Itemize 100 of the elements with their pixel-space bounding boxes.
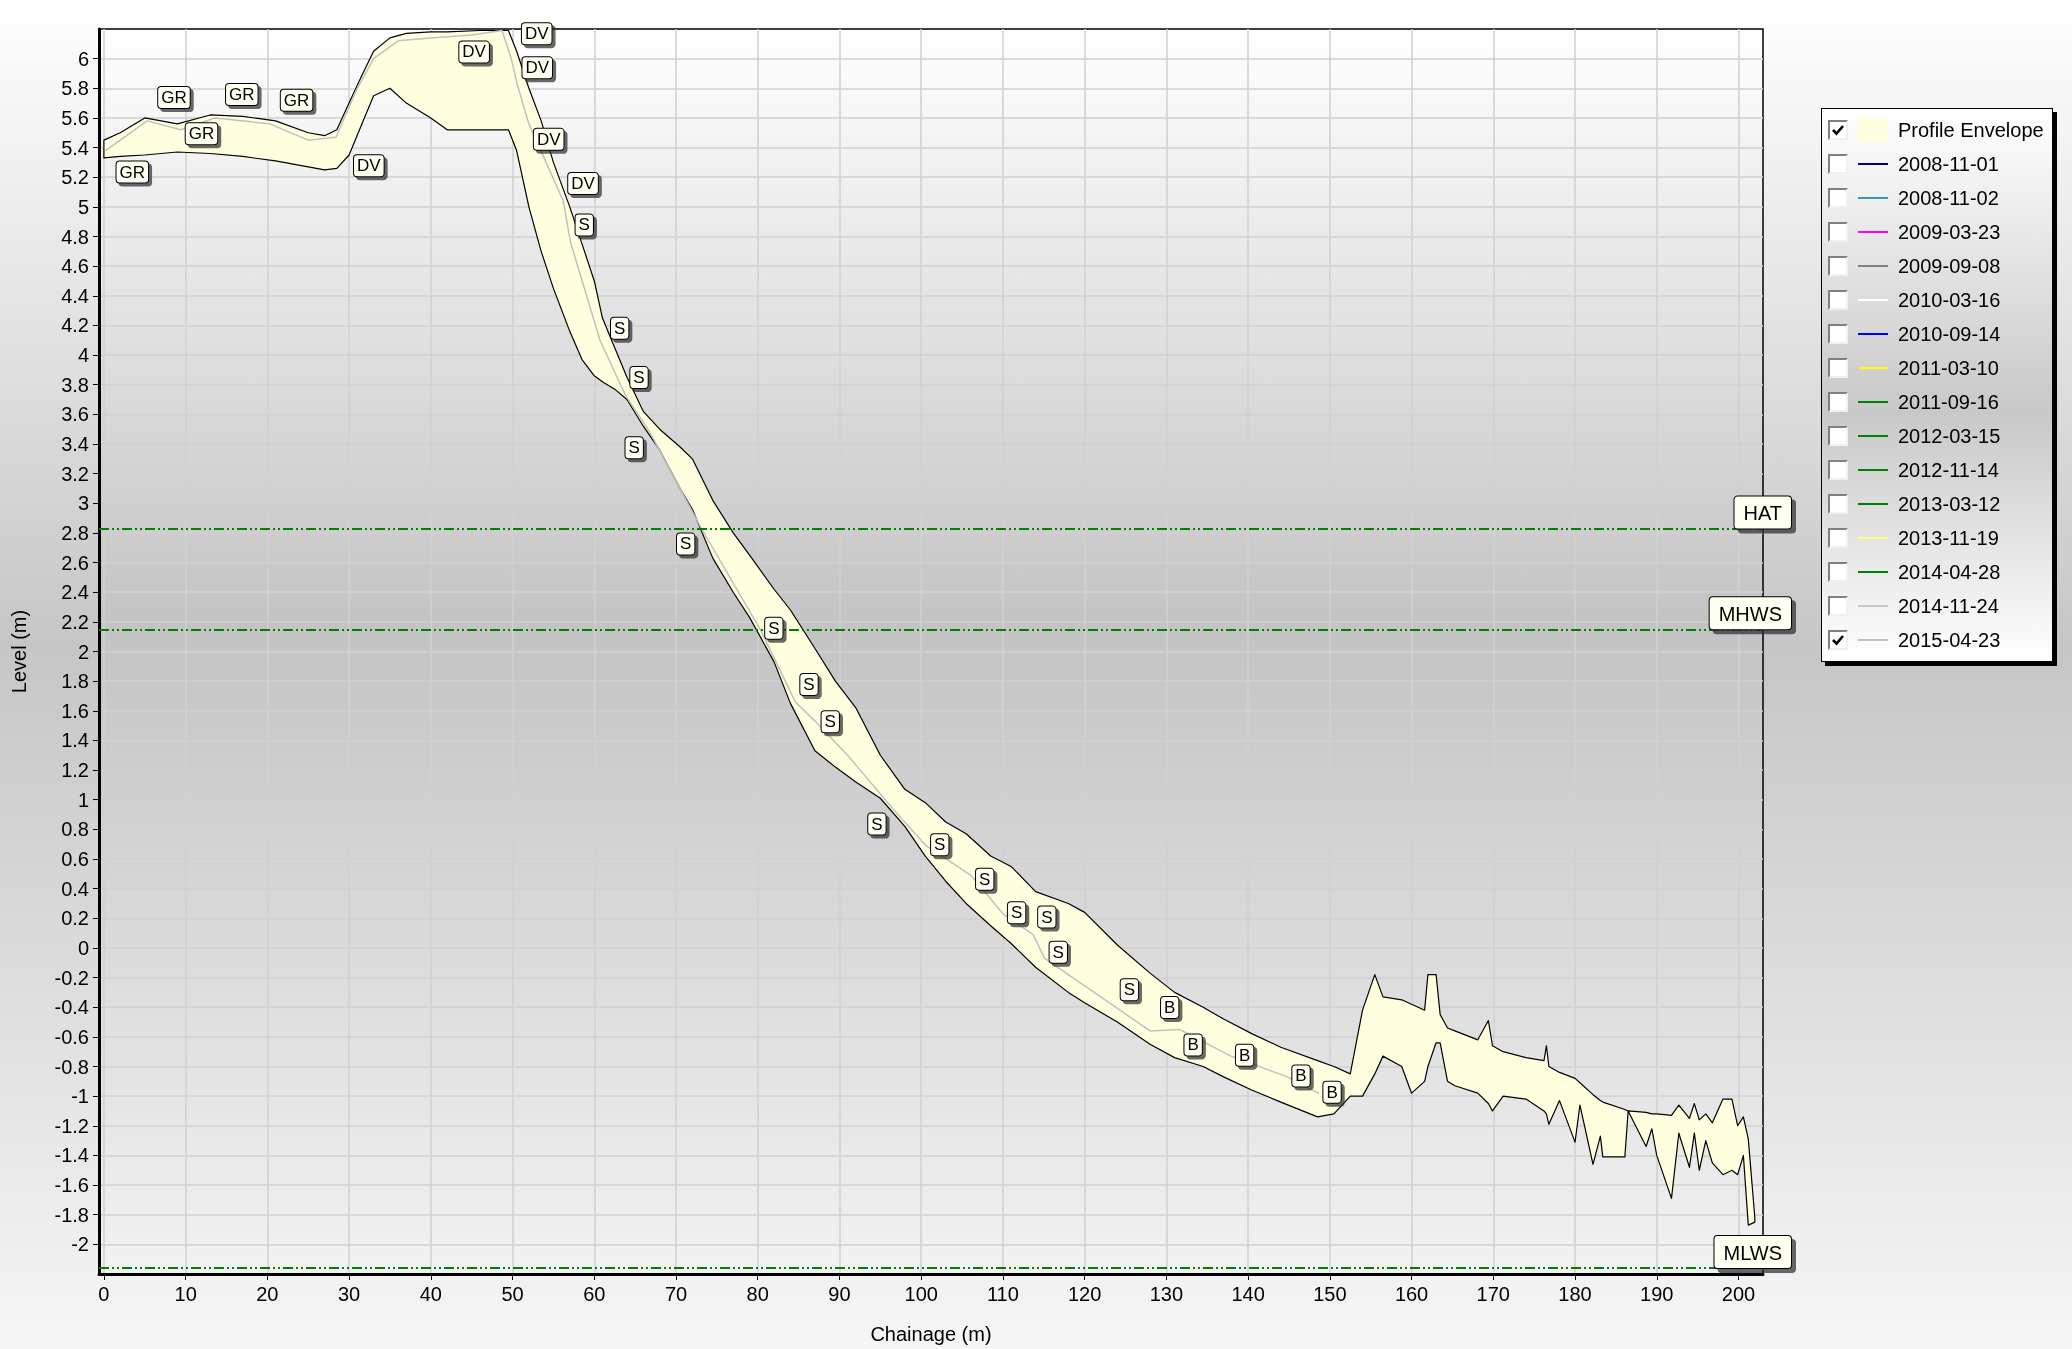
legend-label: 2011-03-10: [1898, 356, 1999, 380]
ref-line-label: HAT: [1743, 502, 1782, 525]
annotation: S: [1123, 980, 1136, 1000]
x-tick-label: 30: [337, 1283, 361, 1305]
annotation: S: [768, 618, 780, 638]
y-tick-label: 1.4: [61, 729, 89, 752]
legend-label: 2012-03-15: [1898, 424, 2001, 448]
x-tick-label: 70: [664, 1283, 688, 1305]
annotation: S: [633, 368, 645, 388]
annotation: S: [824, 712, 836, 732]
y-tick-label: -1.6: [54, 1174, 89, 1197]
y-tick-label: 1.8: [61, 670, 89, 693]
y-tick-label: 0: [77, 936, 89, 959]
line-series: [104, 29, 1320, 1094]
x-tick-label: 140: [1231, 1283, 1265, 1305]
annotation: B: [1164, 997, 1176, 1017]
x-tick-label: 10: [174, 1283, 197, 1305]
legend-label: 2014-04-28: [1898, 560, 2001, 584]
y-tick-label: 4.6: [61, 255, 89, 278]
legend-label: 2010-09-14: [1898, 322, 2001, 346]
y-tick-label: -1: [71, 1085, 89, 1108]
y-tick-label: -1.2: [54, 1114, 89, 1137]
annotation: DV: [462, 42, 487, 62]
annotation: GR: [119, 162, 146, 182]
y-tick-label: 1.6: [61, 699, 89, 722]
x-tick-label: 60: [583, 1283, 606, 1305]
y-tick-label: 0.2: [61, 907, 89, 930]
y-tick-label: 0.8: [61, 818, 89, 841]
y-tick-label: 5.8: [61, 77, 89, 100]
x-tick-label: 0: [98, 1283, 110, 1305]
y-tick-label: -0.2: [54, 966, 89, 989]
legend-label: 2011-09-16: [1898, 390, 1999, 414]
annotation: B: [1295, 1066, 1307, 1086]
legend-label: 2008-11-01: [1898, 152, 1999, 176]
y-tick-label: 5.6: [61, 106, 89, 129]
ref-line-label: MLWS: [1723, 1242, 1782, 1265]
y-tick-label: 4.4: [61, 284, 89, 307]
y-tick-label: 3.6: [61, 403, 89, 426]
annotation: GR: [161, 87, 187, 107]
x-tick-label: 180: [1558, 1283, 1592, 1305]
x-tick-label: 150: [1313, 1283, 1347, 1305]
y-tick-label: 0.4: [61, 877, 89, 900]
y-tick-label: 3.4: [61, 433, 89, 455]
annotation: S: [1052, 942, 1064, 962]
x-tick-label: 130: [1149, 1283, 1184, 1305]
y-tick-label: 5.4: [61, 136, 89, 159]
y-tick-label: 4.2: [61, 314, 89, 337]
legend-label: Profile Envelope: [1898, 118, 2044, 142]
annotation: B: [1326, 1082, 1338, 1102]
annotation: GR: [283, 90, 310, 110]
x-tick-label: 50: [501, 1283, 524, 1305]
x-tick-label: 200: [1721, 1283, 1756, 1305]
y-tick-label: -0.8: [54, 1055, 89, 1078]
annotation: S: [803, 674, 815, 694]
x-tick-label: 170: [1476, 1283, 1510, 1305]
legend-label: 2009-03-23: [1898, 220, 2001, 244]
ref-line-label: MHWS: [1718, 603, 1782, 626]
y-tick-label: -1.4: [54, 1144, 89, 1167]
legend-label: 2015-04-23: [1898, 628, 2001, 652]
x-tick-label: 20: [256, 1283, 279, 1305]
y-tick-label: 3.2: [61, 462, 89, 485]
x-tick-label: 90: [828, 1283, 851, 1305]
annotation: S: [934, 835, 946, 855]
annotation: S: [1041, 907, 1053, 927]
y-tick-label: 2.6: [61, 551, 89, 574]
legend-label: 2009-09-08: [1898, 254, 2001, 278]
legend-label: 2014-11-24: [1898, 594, 1999, 618]
annotation: S: [628, 438, 640, 458]
y-axis-title: Level (m): [8, 609, 30, 694]
y-tick-label: 5.2: [61, 166, 89, 189]
x-tick-label: 100: [904, 1283, 938, 1305]
x-tick-label: 110: [986, 1283, 1019, 1305]
y-tick-label: -1.8: [54, 1203, 89, 1226]
y-tick-label: 1.2: [61, 759, 89, 782]
y-tick-label: -2: [71, 1233, 89, 1256]
y-tick-label: 2.2: [61, 610, 89, 633]
y-tick-label: 2.4: [61, 581, 89, 604]
annotation: DV: [524, 24, 550, 44]
annotation: S: [979, 869, 991, 889]
legend-label: 2013-11-19: [1898, 526, 1999, 550]
annotation: S: [578, 215, 590, 235]
annotation: GR: [229, 84, 255, 104]
legend-label: 2008-11-02: [1898, 186, 1999, 210]
y-tick-label: 1: [77, 788, 89, 811]
annotation: DV: [357, 156, 382, 176]
annotation: S: [680, 534, 692, 554]
annotation: DV: [525, 58, 550, 78]
y-tick-label: 6: [77, 47, 89, 70]
x-tick-label: 40: [419, 1283, 442, 1305]
y-tick-label: 4.8: [61, 225, 89, 248]
legend-label: 2012-11-14: [1898, 458, 1999, 482]
y-tick-label: 3: [77, 492, 89, 515]
y-tick-label: -0.4: [54, 996, 89, 1019]
y-tick-label: 0.6: [61, 848, 89, 870]
annotation: B: [1238, 1045, 1251, 1065]
annotation: S: [1010, 903, 1023, 923]
y-tick-label: 2: [77, 640, 89, 663]
annotation: GR: [188, 124, 215, 144]
annotation: DV: [536, 129, 562, 149]
annotation: B: [1187, 1035, 1199, 1055]
